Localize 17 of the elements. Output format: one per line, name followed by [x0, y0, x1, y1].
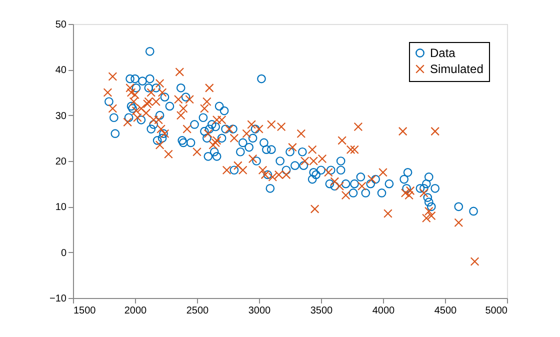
y-tick-label: 50 [55, 20, 67, 30]
x-tick-label: 2500 [186, 306, 210, 316]
x-tick-label: 4500 [434, 306, 458, 316]
x-tick-label: 3000 [248, 306, 272, 316]
x-tick-label: 3500 [310, 306, 334, 316]
y-tick-label: 30 [55, 110, 67, 122]
x-tick-label: 2000 [124, 306, 148, 316]
legend-label: Data [430, 46, 456, 60]
y-tick-label: 10 [55, 202, 67, 214]
y-tick-label: 40 [55, 65, 67, 76]
y-tick-label: 0 [60, 248, 67, 259]
legend-label: Simulated [430, 62, 484, 76]
x-tick-label: 5000 [485, 306, 508, 316]
y-tick-label: −10 [50, 294, 67, 304]
x-tick-label: 4000 [372, 306, 396, 316]
x-tick-label: 1500 [74, 306, 96, 316]
y-tick-label: 20 [55, 156, 67, 168]
